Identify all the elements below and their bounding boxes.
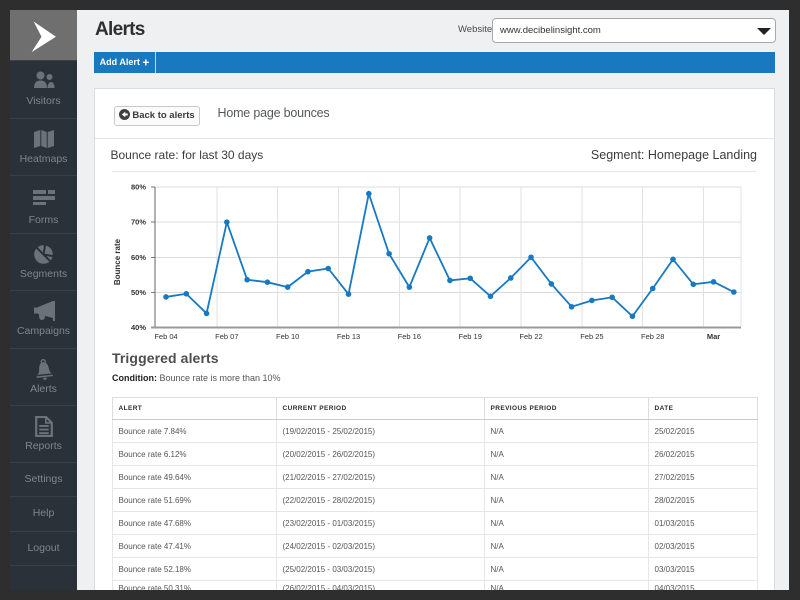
svg-text:Mar: Mar (707, 332, 720, 341)
svg-text:Feb 16: Feb 16 (398, 332, 421, 341)
svg-text:Feb 28: Feb 28 (641, 332, 664, 341)
svg-text:Feb 10: Feb 10 (276, 332, 299, 341)
svg-text:Bounce rate: Bounce rate (113, 238, 122, 285)
svg-text:70%: 70% (131, 218, 146, 227)
svg-text:Feb 04: Feb 04 (154, 332, 177, 341)
svg-text:Feb 07: Feb 07 (215, 332, 238, 341)
svg-text:80%: 80% (131, 183, 146, 192)
svg-text:Feb 25: Feb 25 (580, 332, 603, 341)
svg-text:Feb 13: Feb 13 (337, 332, 360, 341)
svg-text:40%: 40% (131, 323, 146, 332)
svg-text:Feb 22: Feb 22 (519, 332, 542, 341)
svg-text:60%: 60% (131, 253, 146, 262)
svg-text:Feb 19: Feb 19 (459, 332, 482, 341)
svg-text:50%: 50% (131, 288, 146, 297)
